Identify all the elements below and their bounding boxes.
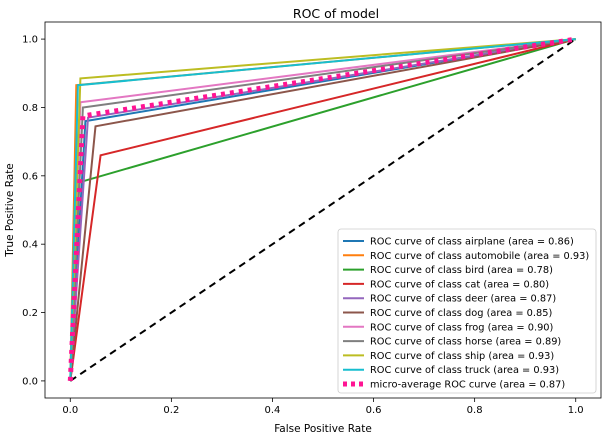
legend: ROC curve of class airplane (area = 0.86… (337, 228, 597, 394)
reference-diagonal-line (69, 38, 577, 382)
x-tick-label: 0.6 (366, 405, 382, 416)
y-tick-label: 0.4 (22, 240, 38, 251)
legend-label-4: ROC curve of class deer (area = 0.87) (370, 294, 556, 305)
y-axis-label: True Positive Rate (4, 163, 16, 258)
chart-title: ROC of model (293, 6, 379, 21)
legend-label-5: ROC curve of class dog (area = 0.85) (370, 308, 552, 319)
y-tick-label: 1.0 (22, 35, 38, 46)
x-tick-label: 1.0 (568, 405, 584, 416)
legend-label-2: ROC curve of class bird (area = 0.78) (370, 265, 553, 276)
x-axis-label: False Positive Rate (274, 423, 372, 435)
legend-label-10: micro-average ROC curve (area = 0.87) (370, 380, 565, 391)
plot-area-frame (44, 21, 602, 399)
y-tick-label: 0.0 (22, 376, 38, 387)
x-tick-label: 0.2 (163, 405, 179, 416)
y-tick-label: 0.2 (22, 308, 38, 319)
legend-label-9: ROC curve of class truck (area = 0.93) (370, 365, 559, 376)
x-tick-label: 0.4 (265, 405, 281, 416)
legend-label-3: ROC curve of class cat (area = 0.80) (370, 279, 549, 290)
x-tick-label: 0.8 (467, 405, 483, 416)
legend-label-6: ROC curve of class frog (area = 0.90) (370, 322, 553, 333)
legend-label-8: ROC curve of class ship (area = 0.93) (370, 351, 554, 362)
plot-lines (67, 36, 577, 382)
series-line-micro-average (67, 36, 577, 382)
y-axis-ticks: 0.0 0.2 0.4 0.6 0.8 1.0 (22, 35, 45, 387)
x-axis-ticks: 0.0 0.2 0.4 0.6 0.8 1.0 (62, 398, 584, 416)
legend-label-0: ROC curve of class airplane (area = 0.86… (370, 237, 574, 248)
series-line-4 (69, 38, 576, 381)
y-tick-label: 0.8 (22, 103, 38, 114)
legend-box (337, 228, 597, 394)
series-line-5 (69, 38, 576, 381)
series-line-3 (69, 38, 576, 382)
series-line-9 (69, 38, 576, 381)
legend-label-1: ROC curve of class automobile (area = 0.… (370, 251, 589, 262)
x-tick-label: 0.0 (62, 405, 78, 416)
legend-label-7: ROC curve of class horse (area = 0.89) (370, 337, 561, 348)
y-tick-label: 0.6 (22, 171, 38, 182)
